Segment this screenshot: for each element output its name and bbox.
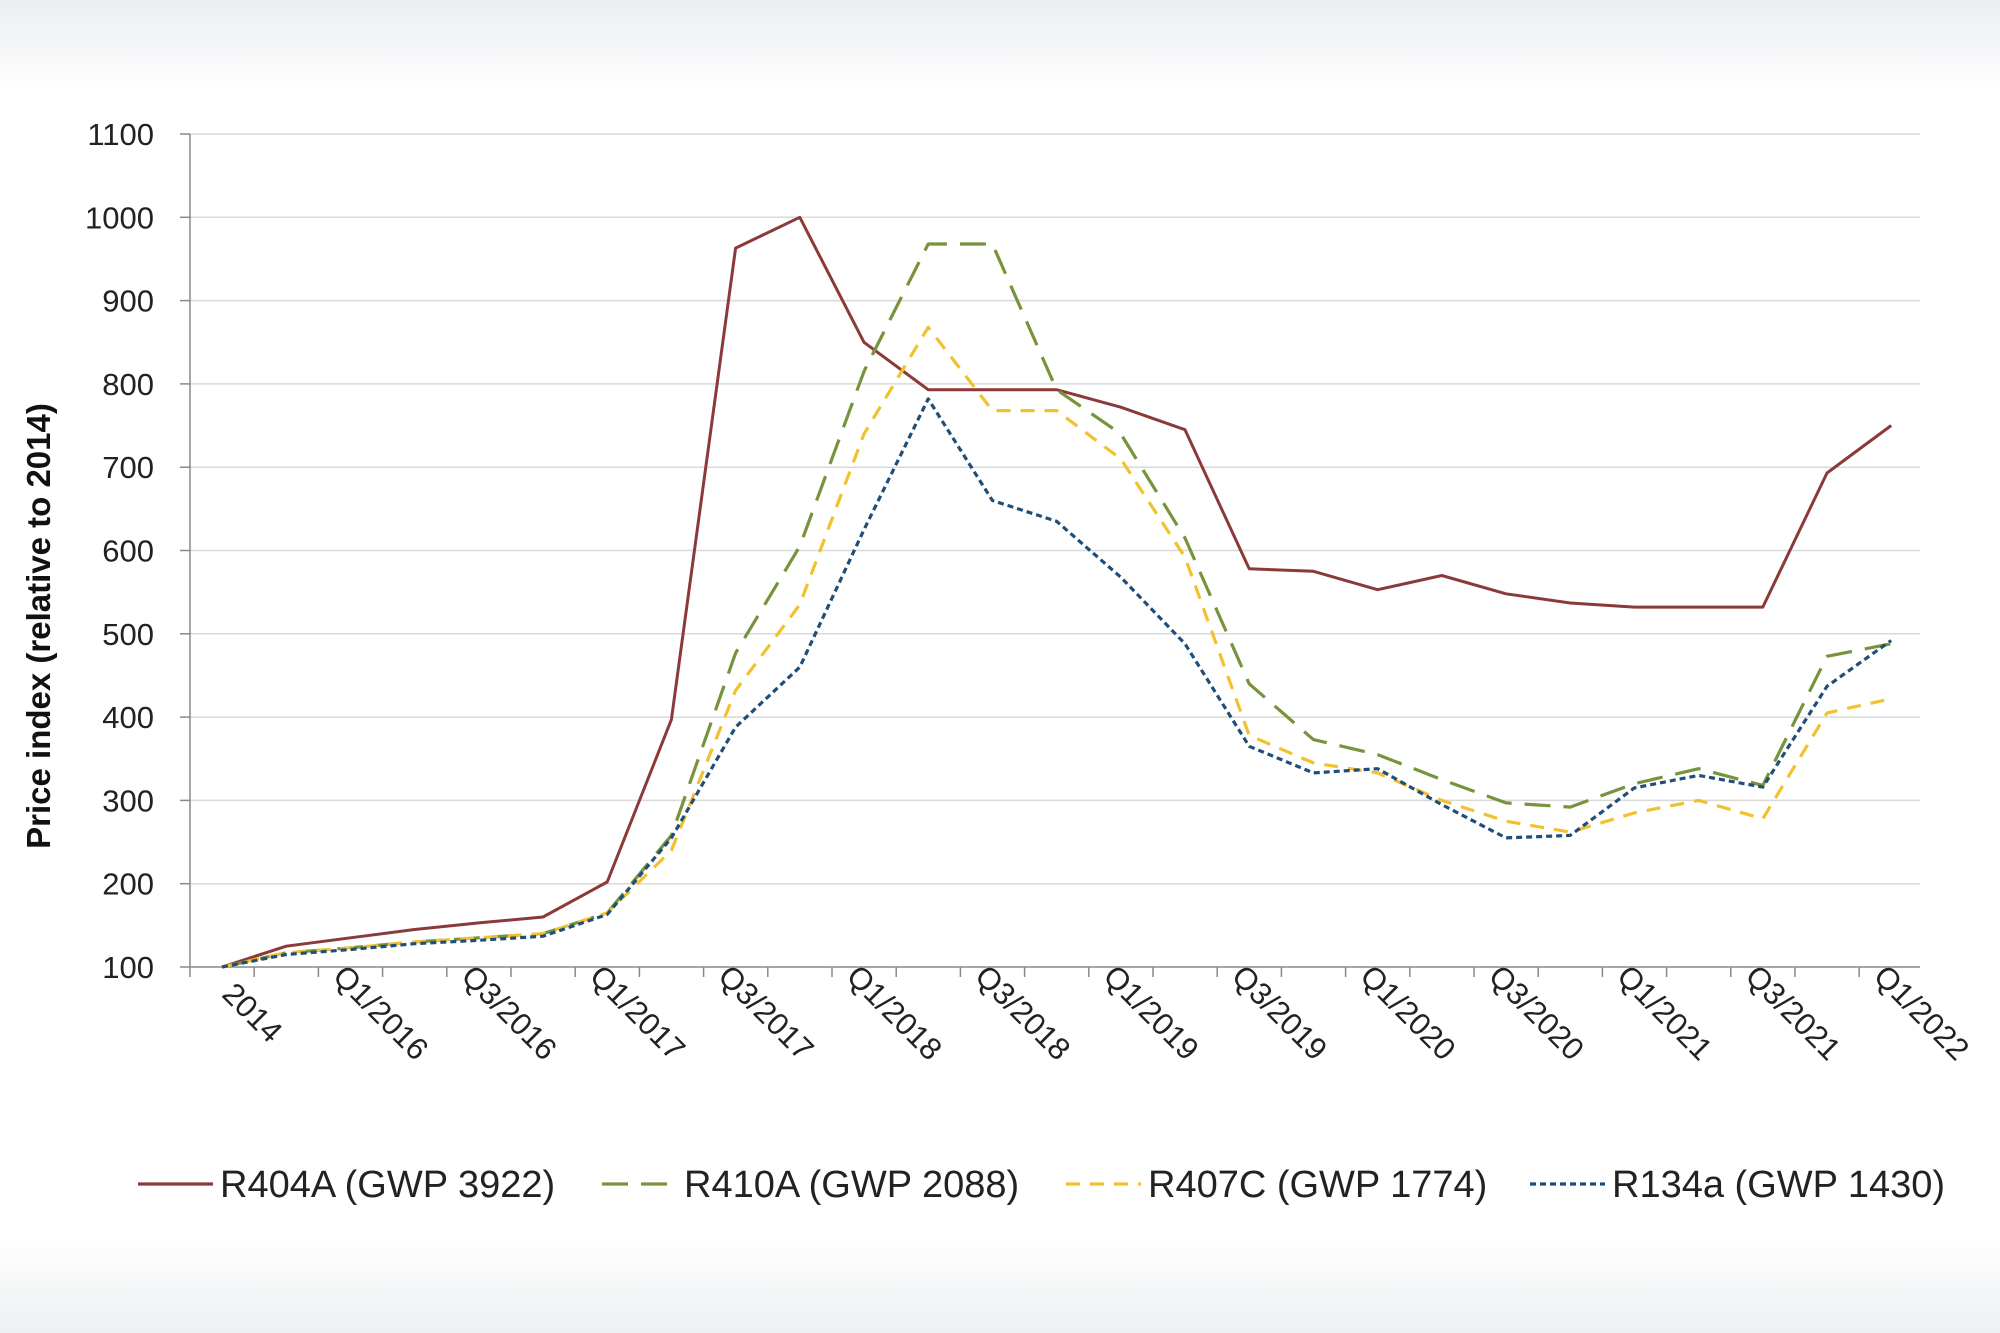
y-tick-label: 200 <box>102 867 154 902</box>
y-tick-label: 900 <box>102 284 154 319</box>
x-tick-label: Q1/2021 <box>1610 958 1719 1067</box>
x-axis-ticks: 2014 Q1/2016 Q3/2016 Q1/2017 Q3/2017 Q1/2018 Q… <box>189 958 1976 1067</box>
background-bottom-band <box>0 1240 2000 1333</box>
x-tick-label: Q1/2016 <box>326 958 435 1067</box>
x-tick-label: Q3/2018 <box>968 958 1077 1067</box>
x-tick-label: Q3/2020 <box>1482 958 1591 1067</box>
legend-label: R134a (GWP 1430) <box>1612 1164 1945 1206</box>
x-tick-label: Q3/2017 <box>712 958 821 1067</box>
legend: R404A (GWP 3922) R410A (GWP 2088) R407C (G… <box>138 1164 1945 1206</box>
y-tick-label: 300 <box>102 783 154 818</box>
y-tick-label: 1100 <box>87 117 154 152</box>
y-tick-label: 700 <box>102 450 154 485</box>
x-tick-label: 2014 <box>216 976 290 1050</box>
y-tick-label: 500 <box>102 617 154 652</box>
x-tick-label: Q3/2019 <box>1225 958 1334 1067</box>
series-lines <box>221 215 1893 969</box>
series-line-r410a <box>221 242 1892 969</box>
x-tick-label: Q3/2016 <box>455 958 564 1067</box>
y-tick-label: 100 <box>102 950 154 985</box>
series-line-r404a <box>221 215 1893 969</box>
x-tick-label: Q1/2017 <box>583 958 692 1067</box>
legend-label: R407C (GWP 1774) <box>1148 1164 1487 1206</box>
x-tick-label: Q3/2021 <box>1739 958 1848 1067</box>
series-line-r407c <box>221 325 1892 969</box>
y-tick-label: 600 <box>102 534 154 569</box>
x-tick-label: Q1/2019 <box>1097 958 1206 1067</box>
x-tick-label: Q1/2018 <box>840 958 949 1067</box>
gridlines <box>190 133 1920 885</box>
legend-label: R410A (GWP 2088) <box>684 1164 1019 1206</box>
background-top-band <box>0 0 2000 90</box>
legend-label: R404A (GWP 3922) <box>220 1164 555 1206</box>
y-tick-label: 1000 <box>85 200 154 235</box>
x-tick-label: Q1/2020 <box>1354 958 1463 1067</box>
series-line-r134a <box>221 397 1893 969</box>
x-tick-label: Q1/2022 <box>1867 958 1976 1067</box>
y-axis-ticks: 100 200 300 400 500 600 700 800 900 1000 1100 <box>85 117 190 985</box>
y-tick-label: 800 <box>102 367 154 402</box>
y-axis-title: Price index (relative to 2014) <box>20 403 57 849</box>
y-tick-label: 400 <box>102 700 154 735</box>
